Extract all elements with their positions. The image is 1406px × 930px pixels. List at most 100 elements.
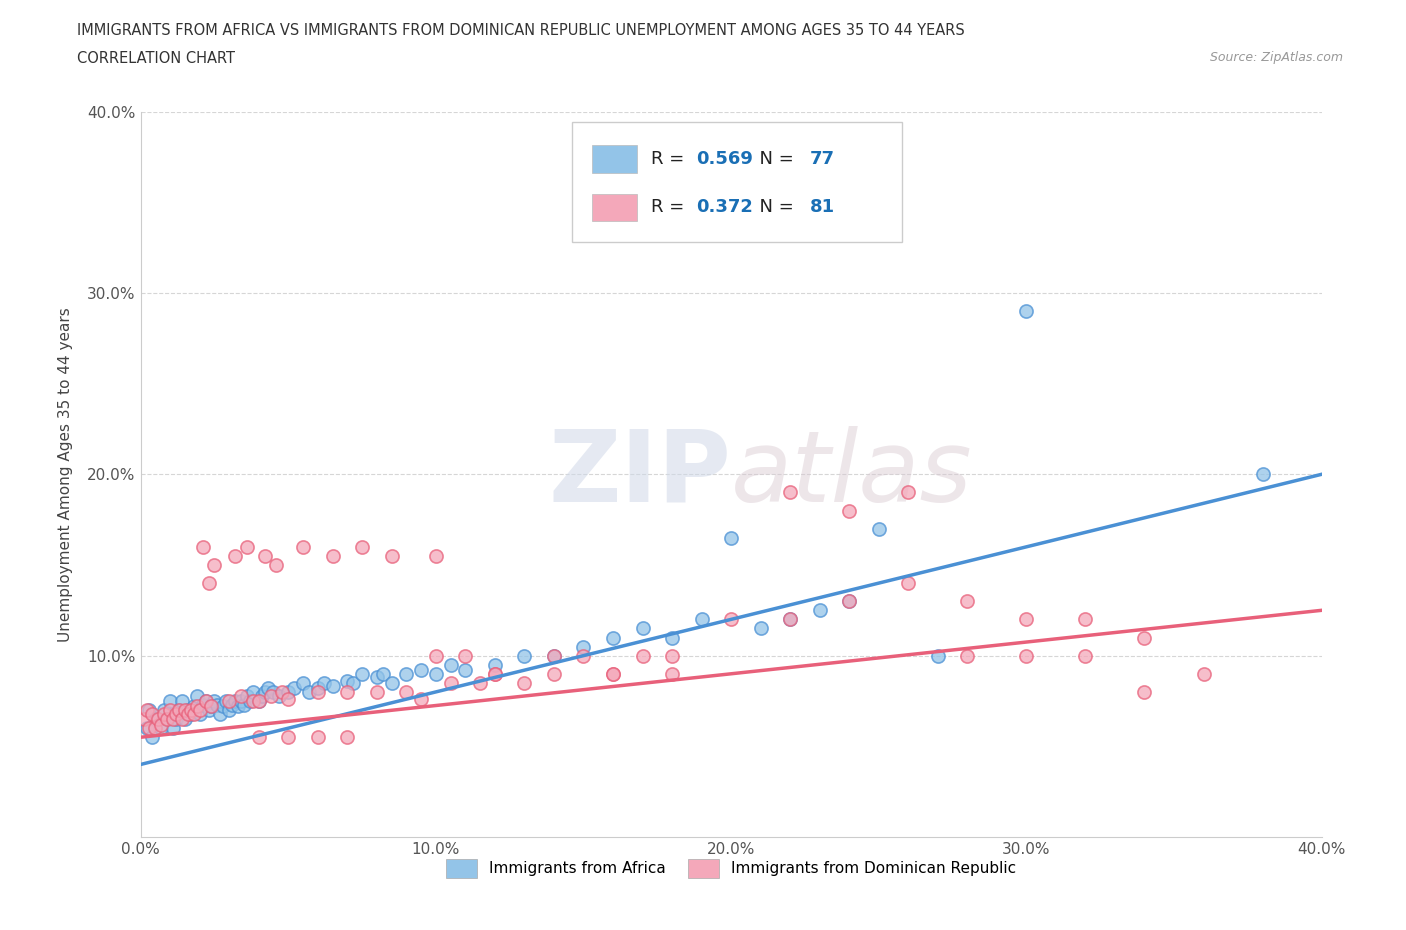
Point xyxy=(162,711,184,726)
Point xyxy=(380,549,404,564)
Point xyxy=(779,612,801,627)
Point xyxy=(307,681,329,696)
Point xyxy=(162,721,184,736)
Point xyxy=(956,594,979,609)
Point xyxy=(312,675,335,690)
Point xyxy=(269,688,291,703)
Point xyxy=(229,694,252,709)
Point xyxy=(411,663,433,678)
FancyBboxPatch shape xyxy=(592,145,637,173)
Point xyxy=(174,703,197,718)
Point xyxy=(720,612,742,627)
Point xyxy=(165,706,187,721)
Point xyxy=(180,703,202,718)
Point xyxy=(186,688,208,703)
Text: 77: 77 xyxy=(810,150,835,167)
Point xyxy=(395,684,418,699)
Point xyxy=(233,698,256,712)
Point xyxy=(207,698,229,712)
Point xyxy=(229,688,252,703)
Point xyxy=(572,639,595,654)
Point xyxy=(366,684,388,699)
Y-axis label: Unemployment Among Ages 35 to 44 years: Unemployment Among Ages 35 to 44 years xyxy=(59,307,73,642)
Point xyxy=(180,706,202,721)
Point xyxy=(1015,612,1038,627)
Point xyxy=(380,675,404,690)
Point xyxy=(170,694,193,709)
Point xyxy=(1074,612,1097,627)
Point xyxy=(439,675,461,690)
Point xyxy=(425,648,447,663)
Point xyxy=(897,485,920,500)
Point xyxy=(1074,648,1097,663)
Point xyxy=(170,711,193,726)
Point xyxy=(1133,631,1156,645)
Point xyxy=(247,730,270,745)
Point xyxy=(153,706,176,721)
Point xyxy=(191,539,214,554)
Point xyxy=(572,648,595,663)
Point xyxy=(135,703,157,718)
Point xyxy=(194,694,217,709)
Point xyxy=(470,675,492,690)
Point xyxy=(236,539,259,554)
Point xyxy=(543,667,565,682)
Point xyxy=(352,667,374,682)
Point xyxy=(1015,303,1038,318)
Legend: Immigrants from Africa, Immigrants from Dominican Republic: Immigrants from Africa, Immigrants from … xyxy=(440,853,1022,884)
Point xyxy=(631,621,654,636)
Point xyxy=(661,648,683,663)
Point xyxy=(838,594,860,609)
Point xyxy=(749,621,772,636)
Point xyxy=(250,688,273,703)
Point xyxy=(292,539,315,554)
Point xyxy=(838,594,860,609)
Point xyxy=(661,631,683,645)
Text: R =: R = xyxy=(651,150,690,167)
Point xyxy=(224,694,246,709)
Point xyxy=(188,706,211,721)
Point xyxy=(543,648,565,663)
Point xyxy=(543,648,565,663)
Text: atlas: atlas xyxy=(731,426,973,523)
Point xyxy=(259,688,281,703)
Point xyxy=(271,684,294,699)
Point xyxy=(277,692,299,707)
Point xyxy=(183,699,205,714)
Point xyxy=(631,648,654,663)
Point xyxy=(165,711,187,726)
Text: ZIP: ZIP xyxy=(548,426,731,523)
Point xyxy=(253,684,276,699)
Point xyxy=(153,703,176,718)
Point xyxy=(439,658,461,672)
Point xyxy=(342,675,364,690)
Point xyxy=(411,692,433,707)
FancyBboxPatch shape xyxy=(592,193,637,221)
Point xyxy=(141,706,163,721)
Point xyxy=(484,667,506,682)
Point xyxy=(513,648,536,663)
Point xyxy=(927,648,949,663)
Point xyxy=(256,681,278,696)
FancyBboxPatch shape xyxy=(572,123,903,242)
Point xyxy=(298,684,321,699)
Point xyxy=(194,694,217,709)
Point xyxy=(138,721,160,736)
Text: N =: N = xyxy=(748,198,799,217)
Text: 0.569: 0.569 xyxy=(696,150,752,167)
Point xyxy=(177,703,200,718)
Point xyxy=(150,721,173,736)
Point xyxy=(307,730,329,745)
Point xyxy=(221,698,243,712)
Point xyxy=(366,670,388,684)
Point xyxy=(156,711,179,726)
Point xyxy=(484,667,506,682)
Point xyxy=(395,667,418,682)
Point xyxy=(690,612,713,627)
Point xyxy=(156,711,179,726)
Point xyxy=(336,684,359,699)
Point xyxy=(425,667,447,682)
Text: CORRELATION CHART: CORRELATION CHART xyxy=(77,51,235,66)
Point xyxy=(1192,667,1215,682)
Point xyxy=(247,694,270,709)
